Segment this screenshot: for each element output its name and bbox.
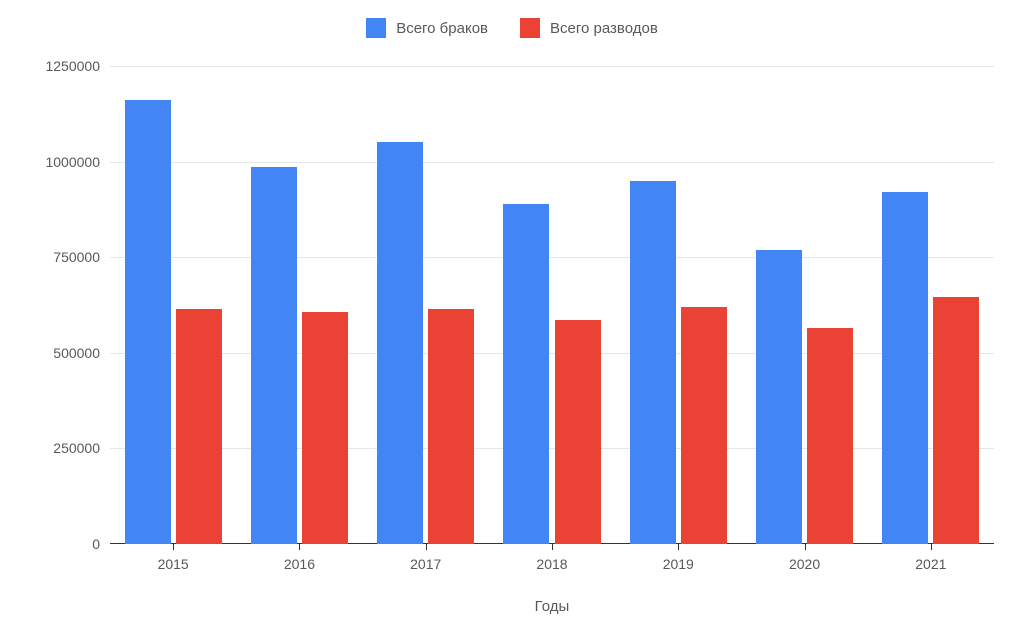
bar: [933, 297, 979, 544]
legend-label: Всего разводов: [550, 20, 658, 37]
bar: [681, 307, 727, 544]
gridline: [110, 257, 994, 258]
bar: [302, 312, 348, 544]
gridline: [110, 448, 994, 449]
y-tick-label: 1000000: [45, 154, 110, 170]
gridline: [110, 66, 994, 67]
bar: [756, 250, 802, 544]
gridline: [110, 162, 994, 163]
x-tick-label: 2018: [536, 544, 567, 572]
x-tick-label: 2015: [158, 544, 189, 572]
bar: [176, 309, 222, 544]
y-tick-label: 0: [92, 536, 110, 552]
bar: [428, 309, 474, 544]
bar: [807, 328, 853, 544]
legend-item: Всего разводов: [520, 18, 658, 38]
bar: [503, 204, 549, 544]
x-tick-label: 2020: [789, 544, 820, 572]
bar: [882, 192, 928, 544]
legend-label: Всего браков: [396, 20, 488, 37]
bar: [251, 167, 297, 544]
y-tick-label: 1250000: [45, 58, 110, 74]
legend-swatch: [366, 18, 386, 38]
legend: Всего браков Всего разводов: [0, 18, 1024, 38]
x-tick-label: 2017: [410, 544, 441, 572]
bar: [125, 100, 171, 544]
bar: [555, 320, 601, 544]
y-tick-label: 750000: [53, 249, 110, 265]
plot-area: 0250000500000750000100000012500002015201…: [110, 66, 994, 544]
x-tick-label: 2021: [915, 544, 946, 572]
chart-container: Всего браковВсего разводов 0250000500000…: [0, 0, 1024, 633]
y-tick-label: 250000: [53, 440, 110, 456]
y-tick-label: 500000: [53, 345, 110, 361]
x-axis-title: Годы: [535, 598, 570, 615]
gridline: [110, 353, 994, 354]
x-tick-label: 2019: [663, 544, 694, 572]
legend-swatch: [520, 18, 540, 38]
bar: [377, 142, 423, 544]
legend-item: Всего браков: [366, 18, 488, 38]
x-tick-label: 2016: [284, 544, 315, 572]
bar: [630, 181, 676, 544]
